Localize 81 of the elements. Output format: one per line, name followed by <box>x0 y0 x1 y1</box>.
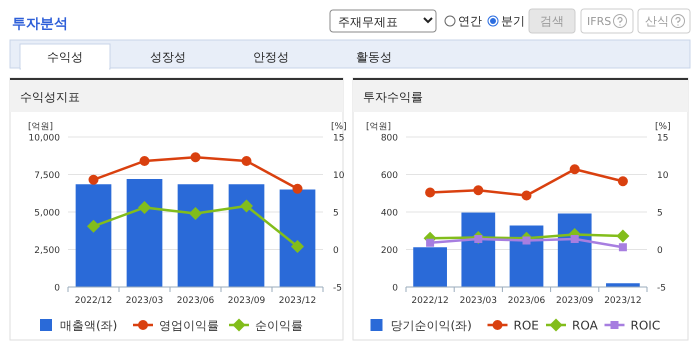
legend-label: ROIC <box>630 318 660 332</box>
y-tick-label: 0 <box>54 284 60 294</box>
y2-tick-label: 15 <box>657 134 668 144</box>
legend-label: ROE <box>514 318 539 332</box>
point <box>425 188 436 198</box>
point <box>570 235 579 243</box>
y2-axis-title: [%] <box>655 122 671 132</box>
y-axis-title: [억원] <box>28 122 54 132</box>
x-tick-label: 2022/12 <box>74 296 112 306</box>
y2-tick-label: -5 <box>333 284 342 294</box>
bar <box>76 184 112 287</box>
point <box>522 190 532 200</box>
y2-tick-label: 10 <box>333 171 345 181</box>
text: 검색 <box>540 14 564 28</box>
y2-tick-label: 15 <box>333 134 344 144</box>
text: 주재무제표 <box>338 15 398 29</box>
x-tick-label: 2023/06 <box>176 296 214 306</box>
point <box>240 200 253 212</box>
point <box>473 185 484 196</box>
x-tick-label: 2023/03 <box>126 296 164 306</box>
y-tick-label: 600 <box>380 171 398 181</box>
chart-title: 수익성지표 <box>20 90 80 104</box>
text: 안정성 <box>253 50 289 64</box>
point <box>616 230 630 242</box>
x-tick-label: 2023/12 <box>278 296 316 306</box>
x-tick-label: 2023/03 <box>460 296 497 306</box>
legend-label: 영업이익률 <box>159 318 219 332</box>
y2-tick-label: 0 <box>333 246 339 256</box>
legend-label: ROA <box>572 318 599 332</box>
y-tick-label: 5,000 <box>34 208 60 218</box>
x-tick-label: 2023/12 <box>604 296 642 306</box>
point <box>618 243 627 252</box>
y2-tick-label: 5 <box>333 208 339 218</box>
bar <box>178 184 214 287</box>
bar <box>510 226 544 287</box>
x-tick-label: 2022/12 <box>411 296 449 306</box>
y2-tick-label: 10 <box>657 171 669 181</box>
y-tick-label: 800 <box>380 134 398 144</box>
text: 산식 <box>645 14 669 28</box>
legend-label: 당기순이익(좌) <box>390 318 472 332</box>
y-tick-label: 200 <box>380 246 398 256</box>
bar <box>280 190 316 287</box>
text: 연간 <box>458 14 482 28</box>
point <box>140 156 150 166</box>
point <box>292 184 302 194</box>
legend-label: 매출액(좌) <box>60 318 118 332</box>
y2-tick-label: -5 <box>657 284 666 294</box>
chart-title: 투자수익률 <box>363 90 423 104</box>
bar <box>228 184 264 287</box>
y2-tick-label: 5 <box>657 208 663 218</box>
text: 수익성 <box>47 50 83 64</box>
point <box>291 240 304 253</box>
point <box>190 152 200 162</box>
text: 성장성 <box>150 50 186 64</box>
bar <box>461 212 496 287</box>
point <box>426 238 434 247</box>
y-tick-label: 0 <box>392 284 398 294</box>
y-axis-title: [억원] <box>366 122 392 132</box>
point <box>189 207 202 220</box>
text: IFRS <box>587 15 612 28</box>
y2-tick-label: 0 <box>657 246 663 256</box>
legend-label: 순이익률 <box>255 318 303 332</box>
text: 활동성 <box>356 50 392 64</box>
x-tick-label: 2023/09 <box>228 296 266 306</box>
y2-axis-title: [%] <box>331 122 347 132</box>
y-tick-label: 2,500 <box>34 246 60 256</box>
y-tick-label: 10,000 <box>28 134 60 144</box>
point <box>570 164 580 174</box>
text: 분기 <box>501 14 525 28</box>
point <box>618 176 628 186</box>
point <box>138 201 151 214</box>
x-tick-label: 2023/06 <box>508 296 546 306</box>
bar <box>413 247 447 287</box>
point <box>87 220 100 233</box>
y-tick-label: 7,500 <box>34 171 60 181</box>
bar <box>126 179 162 287</box>
text: 투자분석 <box>12 16 68 32</box>
point <box>242 156 252 166</box>
point <box>88 174 98 185</box>
x-tick-label: 2023/09 <box>556 296 594 306</box>
y-tick-label: 400 <box>380 208 398 218</box>
